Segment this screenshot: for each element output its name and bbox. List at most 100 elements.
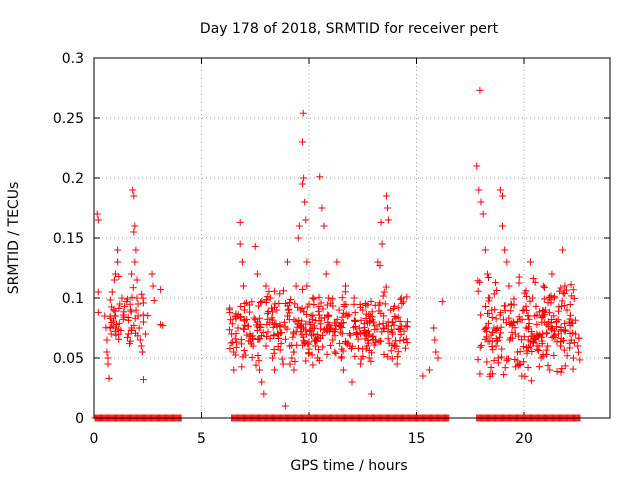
data-point — [431, 336, 439, 344]
data-point — [476, 278, 484, 286]
data-point — [499, 222, 506, 230]
data-point — [359, 306, 367, 314]
data-point — [547, 296, 555, 304]
data-point — [558, 365, 566, 373]
data-point — [307, 312, 315, 320]
data-point — [238, 340, 246, 348]
data-point — [550, 312, 558, 320]
data-point — [572, 330, 580, 338]
data-point — [329, 328, 337, 336]
data-point — [533, 330, 541, 338]
data-point — [546, 366, 554, 374]
data-point — [483, 310, 491, 318]
data-point — [474, 277, 482, 285]
data-point — [384, 327, 392, 335]
data-point — [331, 348, 339, 356]
data-point — [558, 297, 566, 305]
data-point — [476, 86, 484, 94]
data-point — [106, 324, 114, 332]
data-point — [298, 317, 306, 325]
data-point — [320, 314, 328, 322]
data-point — [350, 300, 358, 308]
data-point — [543, 321, 551, 329]
data-point — [124, 330, 132, 338]
data-point — [258, 297, 266, 305]
data-point — [279, 287, 287, 295]
data-point — [127, 308, 135, 316]
data-point — [324, 294, 332, 302]
data-point — [236, 240, 244, 248]
data-point — [569, 286, 577, 294]
data-point — [273, 323, 281, 331]
data-point — [305, 300, 313, 308]
data-point — [566, 315, 574, 323]
data-point — [278, 355, 286, 363]
x-tick-label: 0 — [90, 431, 99, 447]
data-point — [370, 341, 378, 349]
data-point — [553, 367, 561, 375]
data-point — [394, 313, 402, 321]
data-point — [537, 354, 545, 362]
data-point — [352, 330, 360, 338]
data-point — [243, 316, 251, 324]
data-point — [497, 329, 505, 337]
data-point — [505, 282, 513, 290]
data-point — [515, 279, 523, 287]
data-point — [266, 294, 274, 302]
data-point — [490, 324, 498, 332]
data-point — [501, 364, 509, 372]
data-point — [514, 348, 522, 356]
data-point — [320, 222, 328, 230]
data-point — [477, 341, 485, 349]
data-point — [319, 343, 327, 351]
data-point — [509, 318, 517, 326]
data-point — [114, 246, 122, 254]
data-point — [315, 317, 323, 325]
data-point — [380, 288, 388, 296]
data-point — [322, 270, 330, 278]
data-point — [425, 366, 433, 374]
data-point — [239, 282, 247, 290]
data-point — [285, 316, 293, 324]
data-point — [281, 402, 289, 410]
data-point — [294, 234, 302, 242]
data-point — [522, 302, 530, 310]
x-tick-label: 15 — [408, 431, 426, 447]
data-point — [226, 316, 234, 324]
data-point — [253, 327, 261, 335]
data-point — [270, 345, 278, 353]
data-point — [264, 307, 272, 315]
data-point — [383, 204, 391, 212]
data-point — [246, 308, 254, 316]
data-point — [236, 218, 244, 226]
data-point — [238, 363, 246, 371]
data-point — [125, 340, 133, 348]
data-point — [252, 321, 260, 329]
data-point — [351, 317, 359, 325]
data-point — [477, 311, 485, 319]
data-point — [365, 311, 373, 319]
data-point — [133, 294, 141, 302]
data-point — [238, 258, 246, 266]
x-tick-label: 20 — [515, 431, 533, 447]
data-point — [569, 354, 577, 362]
x-tick-label: 5 — [197, 431, 206, 447]
data-point — [376, 337, 384, 345]
data-point — [117, 326, 125, 334]
data-point — [139, 311, 147, 319]
data-point — [129, 284, 137, 292]
data-point — [533, 320, 541, 328]
data-point — [148, 270, 156, 278]
y-axis-label: SRMTID / TECUs — [6, 182, 22, 295]
data-point — [473, 162, 481, 170]
data-point — [500, 371, 508, 379]
data-point — [308, 351, 316, 359]
data-point — [127, 306, 135, 314]
data-point — [496, 311, 504, 319]
data-point — [269, 323, 277, 331]
data-point — [332, 322, 340, 330]
data-point — [479, 210, 487, 218]
data-point — [299, 138, 307, 146]
data-point — [303, 282, 311, 290]
data-point — [284, 258, 291, 266]
